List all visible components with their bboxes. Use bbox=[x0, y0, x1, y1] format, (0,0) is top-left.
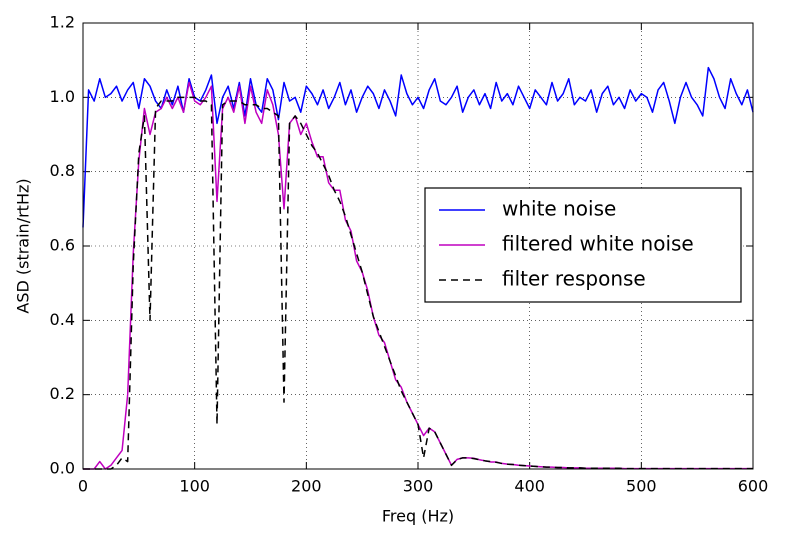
legend-box bbox=[424, 187, 742, 303]
x-tick-label: 300 bbox=[403, 477, 434, 496]
x-tick-label: 0 bbox=[78, 477, 88, 496]
y-tick-label: 0.8 bbox=[50, 161, 75, 180]
y-tick-label: 0.0 bbox=[50, 459, 75, 478]
plot-frame bbox=[82, 22, 754, 470]
x-tick-label: 200 bbox=[291, 477, 322, 496]
x-tick-label: 500 bbox=[626, 477, 657, 496]
legend-label: white noise bbox=[502, 197, 616, 221]
legend-label: filter response bbox=[502, 267, 646, 291]
y-axis-label: ASD (strain/rtHz) bbox=[14, 178, 33, 313]
x-tick-label: 100 bbox=[179, 477, 210, 496]
x-tick-label: 400 bbox=[514, 477, 545, 496]
y-tick-label: 0.6 bbox=[50, 236, 75, 255]
y-tick-label: 1.2 bbox=[50, 13, 75, 32]
x-tick-label: 600 bbox=[738, 477, 769, 496]
x-axis-label: Freq (Hz) bbox=[382, 507, 454, 526]
y-tick-label: 0.2 bbox=[50, 384, 75, 403]
y-tick-label: 0.4 bbox=[50, 310, 75, 329]
y-tick-label: 1.0 bbox=[50, 87, 75, 106]
legend-label: filtered white noise bbox=[502, 232, 694, 256]
